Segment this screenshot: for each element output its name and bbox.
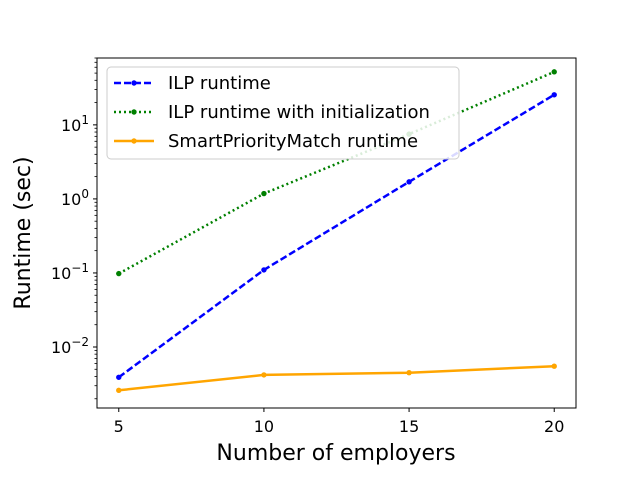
series-line bbox=[118, 364, 555, 392]
y-tick-label: 101 bbox=[61, 113, 89, 135]
legend-label: ILP runtime bbox=[168, 73, 271, 94]
y-tick-label: 100 bbox=[61, 187, 89, 209]
data-point bbox=[406, 179, 412, 185]
plot-area-frame bbox=[96, 57, 577, 409]
series-line bbox=[118, 70, 555, 275]
legend-entry: ILP runtime bbox=[114, 73, 271, 94]
x-axis: 5 10 15 20 bbox=[114, 408, 564, 436]
data-point bbox=[261, 267, 267, 273]
x-tick-label: 15 bbox=[399, 417, 419, 436]
y-tick-label: 10−1 bbox=[51, 261, 89, 283]
x-tick-label: 10 bbox=[254, 417, 274, 436]
data-point bbox=[551, 92, 557, 98]
legend-frame bbox=[106, 66, 460, 160]
legend-entry: SmartPriorityMatch runtime bbox=[114, 131, 418, 152]
data-point bbox=[551, 363, 557, 369]
series-line bbox=[118, 93, 555, 379]
legend-marker bbox=[131, 109, 137, 115]
series-1 bbox=[116, 92, 557, 380]
data-point bbox=[116, 374, 122, 380]
legend-marker bbox=[131, 80, 137, 86]
legend: ILP runtime ILP runtime with initializati… bbox=[106, 66, 460, 160]
series-3 bbox=[116, 363, 557, 394]
data-point bbox=[406, 369, 412, 376]
x-tick-label: 20 bbox=[544, 417, 564, 436]
data-point bbox=[261, 190, 267, 197]
y-axis: 10−2 10−1 100 101 bbox=[51, 57, 97, 400]
legend-entry: ILP runtime with initialization bbox=[114, 102, 430, 123]
data-point bbox=[261, 372, 267, 378]
y-tick-label: 10−2 bbox=[51, 335, 89, 357]
legend-marker bbox=[131, 138, 137, 144]
x-tick-label: 5 bbox=[114, 417, 124, 436]
data-point bbox=[116, 387, 122, 394]
y-axis-label: Runtime (sec) bbox=[11, 156, 36, 309]
legend-label: SmartPriorityMatch runtime bbox=[168, 131, 418, 152]
data-point bbox=[116, 270, 122, 277]
x-axis-label: Number of employers bbox=[216, 441, 455, 466]
legend-label: ILP runtime with initialization bbox=[168, 102, 430, 123]
data-point bbox=[551, 69, 557, 75]
